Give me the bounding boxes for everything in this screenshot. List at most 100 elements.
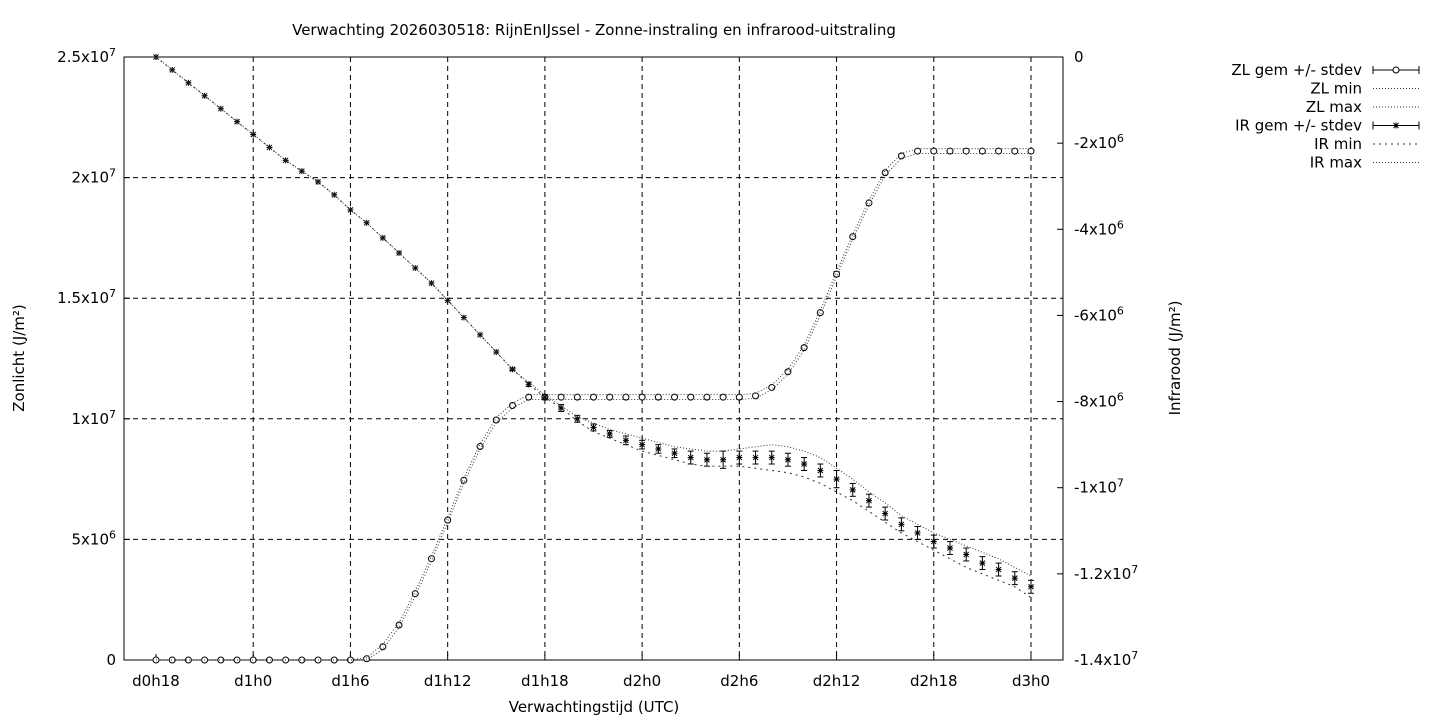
star-arm [379, 235, 386, 241]
legend-label: IR max [1310, 154, 1362, 172]
star-arm [201, 92, 208, 99]
x-tick-label: d2h12 [813, 672, 861, 690]
legend-label: ZL max [1306, 98, 1362, 116]
data-point [801, 461, 808, 468]
star-arm [298, 168, 305, 174]
grid [124, 57, 1063, 660]
data-point [460, 314, 467, 321]
data-point [622, 393, 630, 401]
data-point [703, 456, 710, 463]
series-ir-gem-stdev [153, 54, 1034, 594]
legend-marker [1393, 122, 1399, 129]
plot-series [152, 54, 1035, 664]
x-tick-label: d2h18 [910, 672, 958, 690]
data-point [639, 441, 646, 448]
series-line [156, 148, 1031, 661]
star-arm [525, 381, 532, 388]
star-arm [412, 265, 419, 271]
y-tick-label: 1x107 [71, 408, 116, 428]
y-tick-label: 0 [106, 651, 116, 669]
star-arm [250, 131, 257, 138]
plot-frame [123, 56, 1064, 661]
data-point [995, 566, 1002, 573]
star-arm [817, 467, 824, 474]
star-arm [947, 545, 953, 551]
y2-tick-label: -4x106 [1074, 218, 1124, 238]
data-point [687, 454, 694, 461]
x-tick-label: d2h0 [623, 672, 661, 690]
data-point [703, 393, 711, 401]
y-tick-label: 1.5x107 [57, 287, 116, 307]
star-arm [623, 437, 629, 444]
data-point [573, 393, 581, 401]
star-arm [736, 454, 743, 461]
star-arm [866, 497, 872, 504]
data-point [201, 92, 208, 99]
data-point [379, 643, 387, 651]
data-point [1027, 147, 1035, 155]
y2-axis-label: Infrarood (J/m²) [1166, 301, 1184, 416]
data-point [736, 454, 743, 461]
data-point [735, 393, 743, 401]
star-arm [720, 456, 726, 463]
y2-tick-label: -1.2x107 [1074, 563, 1138, 583]
data-point [914, 529, 921, 536]
data-point [1011, 147, 1019, 155]
data-point [428, 280, 435, 287]
y2-tick-label: -1.4x107 [1074, 649, 1138, 669]
star-arm [801, 461, 808, 467]
star-arm [363, 219, 370, 226]
star-arm [639, 441, 645, 448]
x-axis-label: Verwachtingstijd (UTC) [509, 698, 680, 716]
star-arm [687, 454, 694, 461]
data-point [833, 476, 840, 483]
star-arm [169, 67, 176, 73]
star-arm [882, 510, 889, 517]
star-arm [979, 560, 986, 566]
data-point [687, 393, 695, 401]
star-arm [849, 487, 856, 493]
data-point [492, 416, 500, 424]
data-point [784, 456, 791, 463]
data-point [978, 147, 986, 155]
star-arm [995, 566, 1002, 573]
star-arm [833, 476, 840, 482]
data-point [849, 486, 856, 493]
x-tick-label: d0h18 [132, 672, 180, 690]
data-point [525, 393, 533, 401]
data-point [622, 437, 629, 444]
data-point [330, 656, 338, 664]
star-arm [785, 456, 791, 463]
data-point [184, 656, 192, 664]
y2-tick-label: -6x106 [1074, 304, 1124, 324]
y2-tick-label: -8x106 [1074, 391, 1124, 411]
star-arm [590, 424, 597, 431]
legend-marker [1392, 66, 1400, 74]
y2-tick-label: -1x107 [1074, 477, 1124, 497]
star-arm [217, 105, 224, 112]
data-point [752, 454, 759, 461]
star-arm [428, 280, 435, 286]
star-arm [1028, 583, 1034, 590]
chart-title: Verwachting 2026030518: RijnEnIJssel - Z… [292, 21, 896, 39]
data-point [444, 297, 451, 304]
series-line [156, 152, 1031, 661]
data-point [865, 497, 872, 504]
data-point [930, 538, 937, 545]
data-point [963, 551, 970, 558]
series-zl-max [156, 148, 1031, 661]
data-point [590, 393, 597, 401]
data-point [655, 445, 662, 452]
y-tick-label: 2x107 [71, 167, 116, 187]
x-axis: d0h18 d1h0 d1h6 d1h12 d1h18 d2h0 d2h6 d2h12 d2h1… [132, 654, 1050, 690]
y-axis-label: Zonlicht (J/m²) [10, 304, 28, 412]
x-tick-label: d1h6 [331, 672, 369, 690]
y2-tick-label: -2x106 [1074, 132, 1124, 152]
data-point [930, 147, 938, 155]
data-point [914, 147, 922, 155]
data-point [720, 456, 727, 463]
y-axis-left: 0 5x106 1x107 1.5x107 2x107 2.5x107 [57, 46, 130, 669]
data-point [654, 393, 662, 401]
x-tick-label: d1h0 [234, 672, 272, 690]
star-arm [574, 415, 581, 422]
